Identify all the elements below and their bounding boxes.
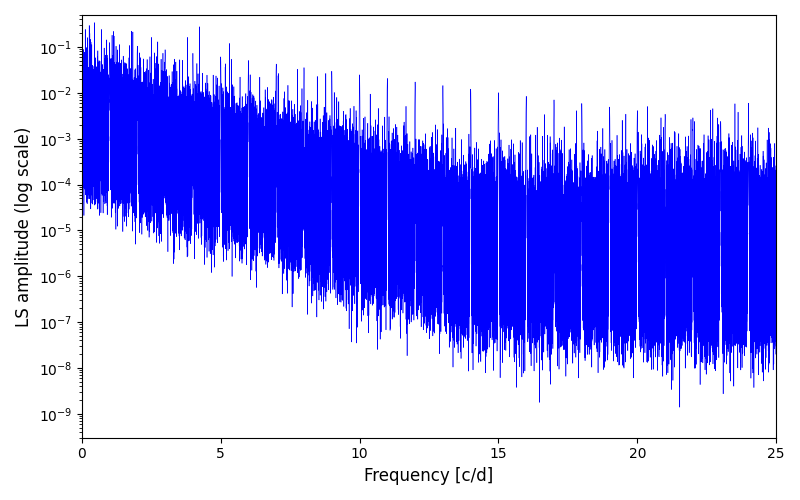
X-axis label: Frequency [c/d]: Frequency [c/d]: [364, 467, 494, 485]
Y-axis label: LS amplitude (log scale): LS amplitude (log scale): [15, 126, 33, 326]
